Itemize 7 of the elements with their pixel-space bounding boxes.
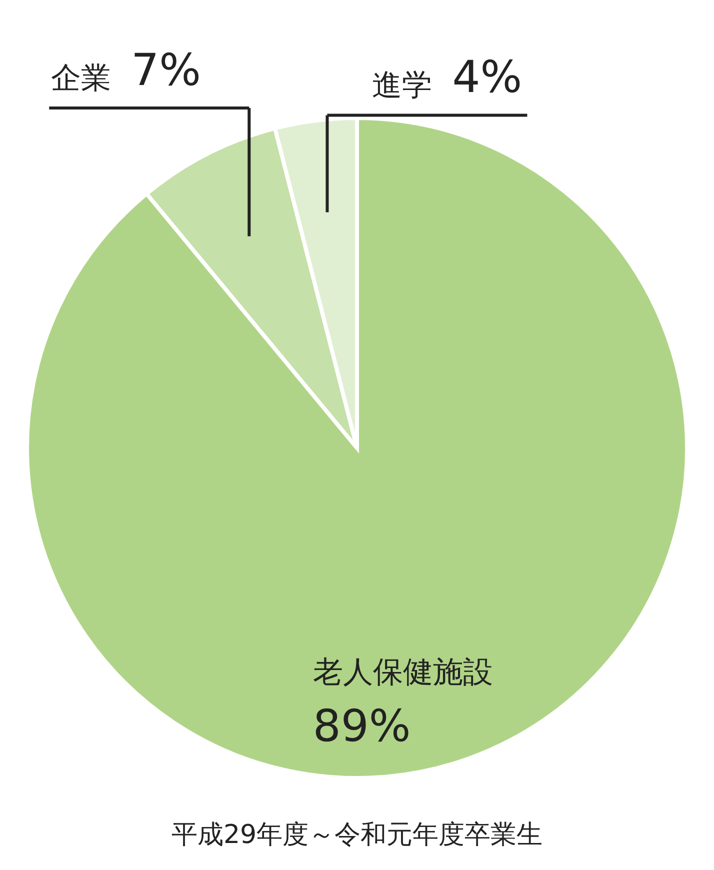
text: 平成29年度～令和元年度卒業生 xyxy=(171,820,543,850)
data-label: 89% xyxy=(312,701,411,752)
slice-label: 企業 xyxy=(51,61,112,96)
data-label: 7% xyxy=(131,45,201,96)
slice-label: 進学 xyxy=(372,68,432,104)
slice-label: 老人保健施設 xyxy=(312,655,493,690)
data-label: 4% xyxy=(452,52,522,104)
